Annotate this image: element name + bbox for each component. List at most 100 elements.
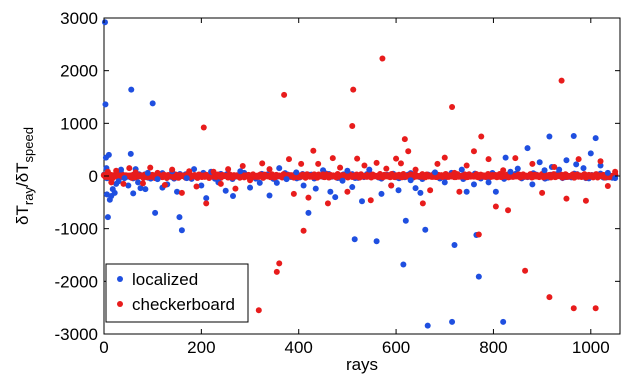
point-localized: [424, 322, 431, 329]
point-checkerboard: [570, 305, 577, 312]
point-checkerboard: [344, 188, 351, 195]
point-checkerboard: [522, 267, 529, 274]
point-checkerboard: [451, 169, 458, 176]
point-localized: [587, 150, 594, 157]
points-layer: [101, 19, 619, 329]
y-tick-label: 1000: [60, 114, 98, 133]
point-localized: [104, 214, 111, 221]
point-localized: [604, 169, 611, 176]
point-localized: [203, 195, 210, 202]
point-checkerboard: [478, 133, 485, 140]
point-checkerboard: [492, 203, 499, 210]
point-checkerboard: [612, 168, 619, 175]
point-checkerboard: [104, 168, 111, 175]
point-localized: [101, 19, 108, 26]
point-localized: [137, 185, 144, 192]
point-checkerboard: [558, 77, 565, 84]
point-checkerboard: [597, 158, 604, 165]
point-localized: [407, 177, 414, 184]
point-localized: [536, 159, 543, 166]
point-checkerboard: [324, 200, 331, 207]
point-checkerboard: [276, 260, 283, 267]
point-checkerboard: [401, 136, 408, 143]
point-checkerboard: [512, 155, 519, 162]
x-tick-label: 1000: [572, 338, 610, 357]
point-localized: [266, 192, 273, 199]
point-checkerboard: [575, 156, 582, 163]
point-localized: [485, 179, 492, 186]
point-localized: [422, 226, 429, 233]
point-localized: [359, 198, 365, 205]
point-localized: [222, 187, 229, 194]
point-checkerboard: [290, 190, 297, 197]
point-localized: [475, 273, 482, 280]
point-localized: [127, 150, 134, 157]
point-checkerboard: [132, 169, 139, 176]
point-localized: [344, 167, 351, 174]
point-checkerboard: [126, 165, 133, 172]
point-checkerboard: [500, 167, 507, 174]
point-localized: [546, 133, 553, 140]
ticks-layer: 0 200 400 600 800 1000 -3000 -2000 -1000 0 1000 200…: [55, 9, 620, 357]
point-checkerboard: [475, 231, 482, 238]
point-checkerboard: [505, 207, 512, 214]
point-localized: [580, 165, 587, 172]
point-localized: [502, 154, 509, 161]
point-checkerboard: [259, 160, 266, 167]
point-checkerboard: [120, 180, 127, 187]
point-localized: [154, 176, 161, 183]
point-localized: [293, 169, 300, 176]
point-localized: [432, 169, 439, 176]
point-localized: [128, 86, 135, 93]
y-tick-label: -2000: [55, 272, 98, 291]
y-tick-label: 2000: [60, 62, 98, 81]
point-localized: [417, 189, 424, 196]
point-checkerboard: [193, 183, 200, 190]
point-checkerboard: [266, 166, 273, 173]
point-checkerboard: [434, 160, 441, 167]
point-localized: [366, 166, 373, 173]
point-checkerboard: [281, 91, 288, 98]
point-checkerboard: [200, 124, 207, 131]
point-localized: [541, 167, 548, 174]
point-localized: [573, 161, 580, 168]
point-localized: [441, 179, 448, 186]
point-localized: [130, 190, 137, 197]
point-localized: [121, 175, 128, 182]
point-localized: [556, 166, 563, 173]
point-checkerboard: [161, 181, 168, 188]
point-checkerboard: [225, 166, 232, 173]
legend: localized checkerboard: [105, 263, 249, 323]
point-localized: [176, 214, 183, 221]
point-localized: [300, 182, 307, 189]
point-checkerboard: [354, 155, 361, 162]
point-localized: [463, 188, 470, 195]
point-localized: [142, 186, 149, 193]
point-checkerboard: [427, 187, 434, 194]
point-localized: [312, 185, 319, 192]
point-checkerboard: [419, 200, 426, 207]
point-localized: [276, 165, 283, 172]
point-checkerboard: [563, 195, 570, 202]
legend-box: [105, 263, 249, 323]
point-localized: [273, 179, 280, 186]
point-localized: [563, 157, 570, 164]
point-localized: [198, 182, 205, 189]
x-tick-label: 400: [285, 338, 313, 357]
point-localized: [105, 151, 112, 158]
point-localized: [400, 261, 407, 268]
legend-marker-checkerboard: [117, 301, 123, 307]
point-checkerboard: [441, 154, 448, 161]
y-tick-label: -3000: [55, 325, 98, 344]
point-localized: [115, 178, 122, 185]
legend-label-checkerboard: checkerboard: [132, 295, 235, 314]
point-checkerboard: [154, 169, 161, 176]
point-localized: [149, 100, 156, 107]
point-localized: [339, 177, 346, 184]
y-axis-label: δTray/δTspeed: [13, 127, 36, 225]
x-tick-label: 800: [479, 338, 507, 357]
point-localized: [592, 135, 599, 142]
point-checkerboard: [178, 189, 185, 196]
point-localized: [524, 145, 531, 152]
